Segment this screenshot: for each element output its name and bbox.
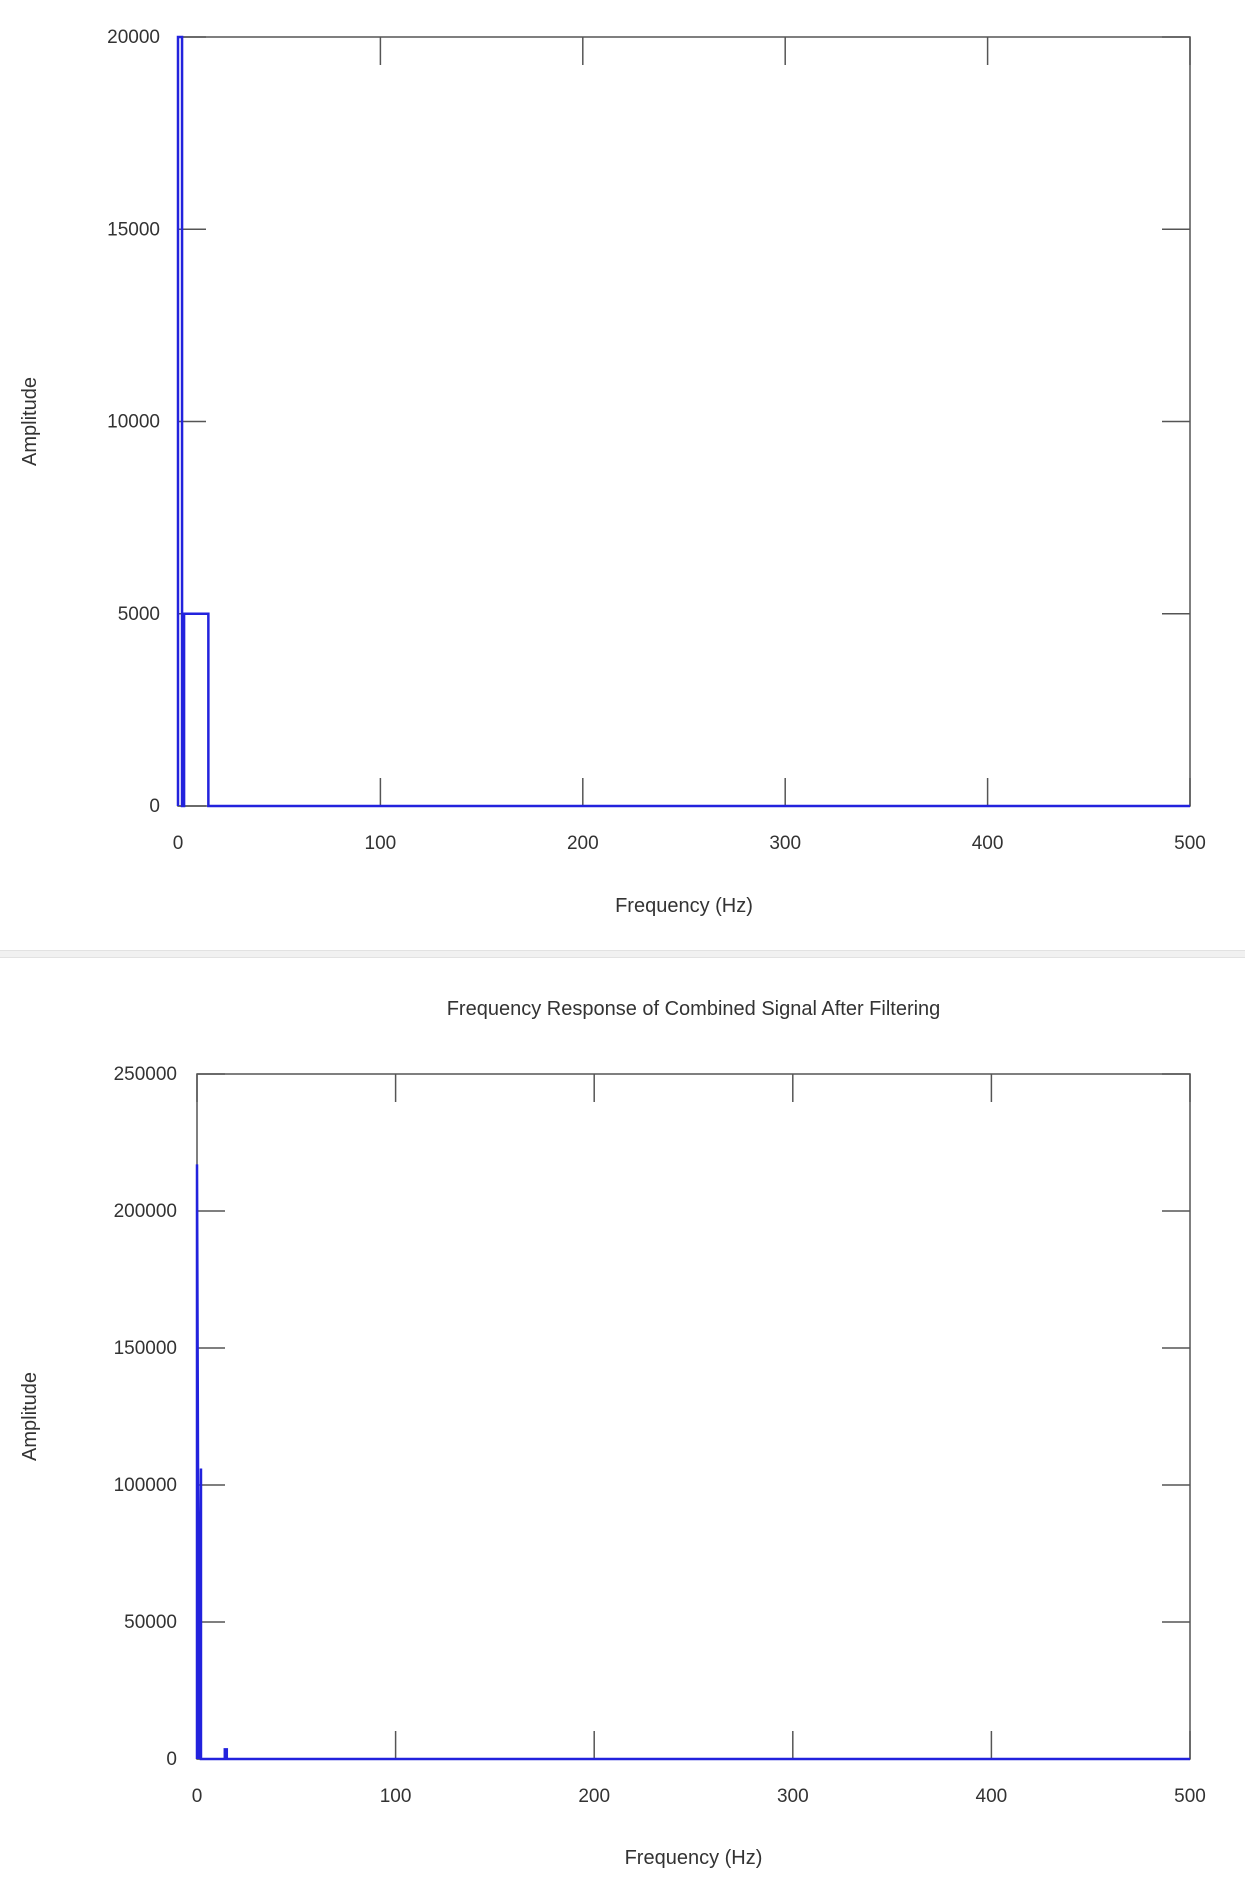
plot-frame: [177, 36, 1191, 807]
x-tick-label: 300: [769, 833, 801, 854]
plot-frame: [196, 1073, 1191, 1760]
y-tick-label: 150000: [114, 1338, 177, 1359]
y-tick-label: 20000: [107, 27, 160, 48]
panel-divider: [0, 950, 1245, 958]
amplitude-spectrum-chart: 0 100 200 300 400 50005000100001500020000Freq…: [19, 27, 1206, 917]
x-tick-label: 500: [1174, 833, 1206, 854]
y-tick-label: 15000: [107, 219, 160, 240]
y-axis-title: Amplitude: [19, 1372, 41, 1461]
spectrum-series-line: [195, 1164, 1190, 1761]
x-tick-label: 200: [567, 833, 599, 854]
y-tick-label: 250000: [114, 1064, 177, 1085]
chart-panel-top: 0 100 200 300 400 500 0 5000 10000 15000 20000 Freq…: [19, 27, 1206, 917]
y-tick-label: 100000: [114, 1475, 177, 1496]
chart-title: Frequency Response of Combined Signal Af…: [447, 998, 941, 1020]
x-axis-title: Frequency (Hz): [615, 895, 753, 917]
x-tick-label: 100: [380, 1786, 412, 1807]
y-tick-label: 0: [166, 1749, 177, 1770]
x-tick-label: 200: [578, 1786, 610, 1807]
chart-panel-bottom: 0 100 200 300 400 500 0 50000 100000 150000 200000…: [0, 958, 1245, 1887]
filtered-frequency-response-chart: 0 100 200 300 400 500 0 50000 100000 150000 200000…: [19, 998, 1206, 1869]
x-tick-label: 500: [1174, 1786, 1206, 1807]
spectrum-series-line: [176, 35, 1190, 808]
x-tick-label: 300: [777, 1786, 809, 1807]
y-tick-label: 0: [149, 796, 160, 817]
y-tick-label: 5000: [118, 604, 160, 625]
x-tick-label: 100: [365, 833, 397, 854]
x-tick-label: 400: [976, 1786, 1008, 1807]
x-tick-label: 0: [192, 1786, 203, 1807]
x-axis-title: Frequency (Hz): [625, 1847, 763, 1869]
y-tick-label: 10000: [107, 412, 160, 433]
x-tick-label: 0: [173, 833, 184, 854]
y-tick-label: 50000: [124, 1612, 177, 1633]
x-tick-label: 400: [972, 833, 1004, 854]
y-tick-label: 200000: [114, 1201, 177, 1222]
y-axis-title: Amplitude: [19, 377, 41, 466]
